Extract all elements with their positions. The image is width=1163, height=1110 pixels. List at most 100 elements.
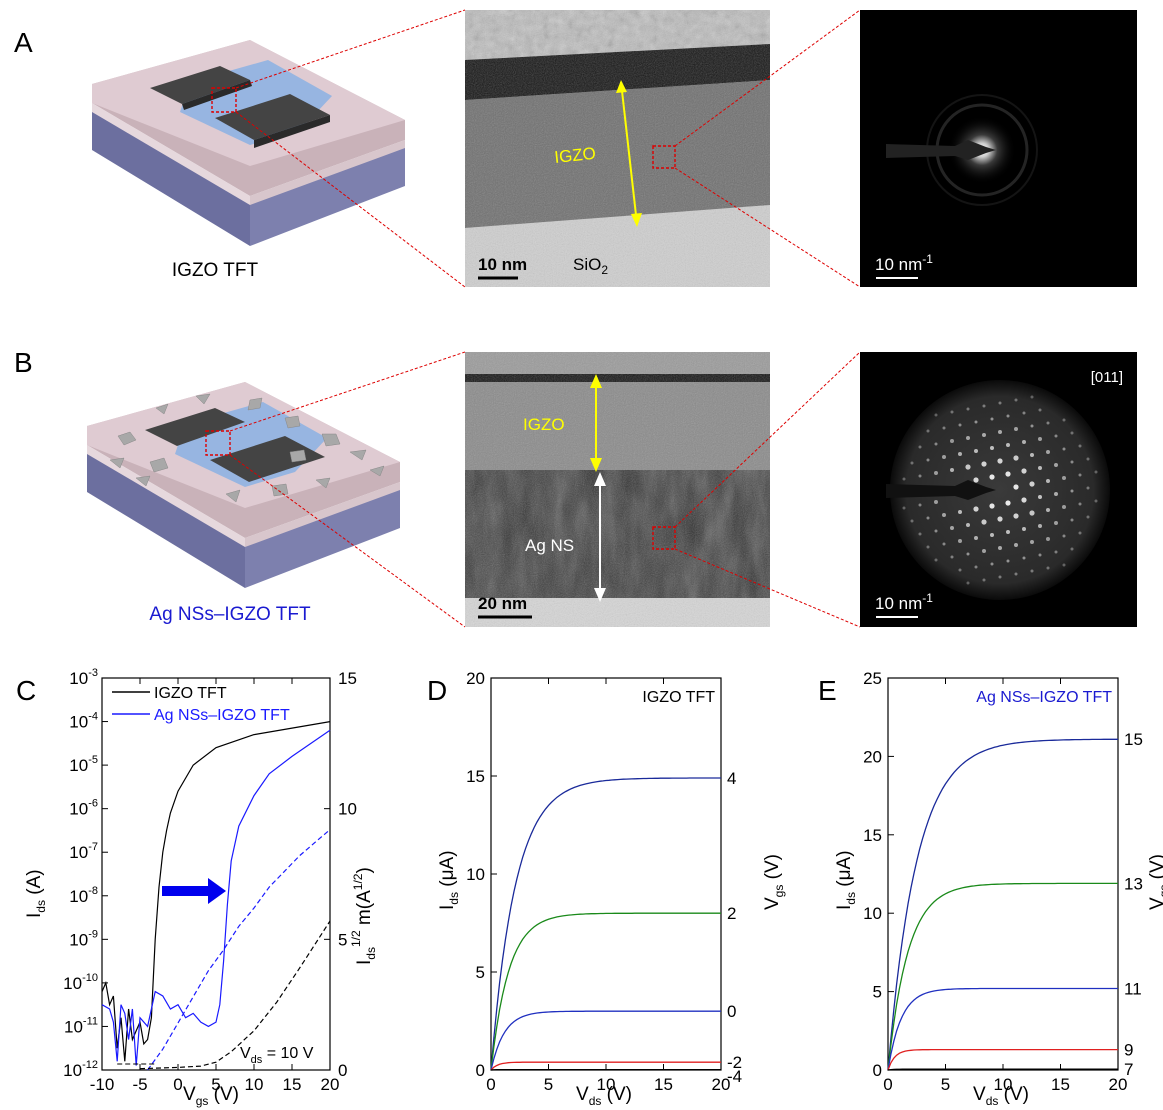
- diffraction-spot: [1070, 460, 1074, 464]
- curve-vgs-label: -2: [727, 1053, 742, 1072]
- diffraction-spot: [934, 442, 938, 446]
- y-tick-label: 5: [476, 963, 485, 982]
- x-tick-label: 20: [1109, 1075, 1128, 1094]
- curve-vgs-label: 15: [1124, 730, 1143, 749]
- plot-frame-e: [887, 677, 1119, 1071]
- x-tick-label-c: 5: [211, 1075, 220, 1094]
- y-tick-label-left-c: 10-4: [69, 711, 98, 732]
- diffraction-spot: [1014, 398, 1018, 402]
- ag-nanostructures: [109, 393, 385, 503]
- x-tick-label: 15: [1051, 1075, 1070, 1094]
- beam-stopper-a: [886, 140, 996, 160]
- diffraction-spot: [1022, 556, 1026, 560]
- diffraction-spot: [998, 430, 1002, 434]
- diffraction-spot: [950, 439, 954, 443]
- diffraction-spot: [1038, 408, 1042, 412]
- y-axis-label-right-c: Ids1/2 m(A1/2): [349, 867, 378, 965]
- saed-scale-label-a: 10 nm-1: [875, 252, 933, 274]
- tem-scale-label-a: 10 nm: [478, 255, 527, 274]
- diffraction-spot: [1086, 457, 1090, 461]
- curve-vgs-label: 13: [1124, 874, 1143, 893]
- x-tick-label-c: 15: [283, 1075, 302, 1094]
- diffraction-spot: [974, 420, 978, 424]
- diffraction-spot: [1038, 437, 1042, 441]
- diffraction-spot: [1094, 470, 1098, 474]
- diffraction-spot: [1078, 502, 1082, 506]
- saed-image-a: [860, 10, 1137, 287]
- x-axis-label-d: Vds (V): [576, 1084, 632, 1108]
- diffraction-spot: [990, 533, 994, 537]
- diffraction-spot: [942, 513, 946, 517]
- zoom-line-a1: [235, 9, 466, 89]
- y-axis-label-right-e: Vgs (V): [1147, 854, 1163, 910]
- diffraction-spot: [973, 477, 979, 483]
- device-substrate-side: [250, 148, 405, 246]
- diffraction-spot: [966, 552, 970, 556]
- y-axis-label-right-d: Vgs (V): [762, 854, 786, 910]
- diffraction-spot: [1062, 476, 1066, 480]
- diffraction-spot: [934, 500, 938, 504]
- arrowhead-bottom-ag: [594, 588, 606, 602]
- diffraction-spot: [934, 413, 938, 417]
- curve-vgs-label: 2: [727, 904, 736, 923]
- y-tick-label: 10: [466, 865, 485, 884]
- diffraction-spot: [918, 474, 922, 478]
- diffraction-spot: [1038, 524, 1042, 528]
- diffraction-spot: [1005, 500, 1011, 506]
- x-axis-label-e: Vds (V): [973, 1084, 1029, 1108]
- device-substrate-side-b: [245, 490, 400, 588]
- diffraction-spot: [1094, 499, 1098, 503]
- x-tick-label: 0: [486, 1075, 495, 1094]
- diffraction-spot: [1078, 444, 1082, 448]
- series-line-c-3: [139, 920, 331, 1070]
- y-tick-label-right-c: 5: [338, 930, 347, 949]
- diffraction-spot: [997, 458, 1003, 464]
- y-tick-label-left-c: 10-11: [64, 1015, 98, 1036]
- y-tick-label-left-c: 10-6: [69, 798, 98, 819]
- diffraction-spot: [974, 565, 978, 569]
- panel-a: A IGZO TFT: [14, 9, 1137, 288]
- diffraction-spot: [1078, 473, 1082, 477]
- diffraction-spot: [989, 503, 995, 509]
- y-tick-label: 15: [466, 767, 485, 786]
- diffraction-spot: [981, 519, 987, 525]
- y-axis-label-d: Ids (μA): [437, 850, 461, 910]
- diffraction-spot: [974, 536, 978, 540]
- diffraction-spot: [918, 445, 922, 449]
- zoom-line-a2: [235, 111, 466, 288]
- x-tick-label: 5: [941, 1075, 950, 1094]
- y-tick-label: 0: [476, 1061, 485, 1080]
- diffraction-spot: [950, 468, 954, 472]
- diffraction-spot: [1046, 566, 1050, 570]
- y-tick-label-left-c: 10-7: [69, 841, 98, 862]
- panel-letter-a: A: [14, 27, 33, 58]
- y-tick-label: 20: [466, 669, 485, 688]
- diffraction-spot: [973, 506, 979, 512]
- y-tick-label: 0: [873, 1061, 882, 1080]
- curve-vgs-label: 9: [1124, 1041, 1133, 1060]
- diffraction-spot: [918, 532, 922, 536]
- diffraction-spot: [1062, 505, 1066, 509]
- output-curve: [490, 1010, 721, 1071]
- device-substrate-front: [92, 112, 250, 246]
- diffraction-spot: [982, 578, 986, 582]
- diffraction-spot: [1006, 559, 1010, 563]
- beam-stopper-b: [886, 480, 996, 500]
- diffraction-spot: [1054, 434, 1058, 438]
- arrowhead-top-a: [616, 80, 627, 93]
- curve-vgs-label: 0: [727, 1002, 736, 1021]
- chart-title-d: IGZO TFT: [642, 689, 715, 706]
- drain-electrode-b: [210, 436, 325, 482]
- zoom-line-a3: [674, 9, 861, 147]
- y-tick-label-left-c: 10-9: [69, 928, 98, 949]
- diffraction-spot: [1046, 421, 1050, 425]
- output-curve: [887, 1048, 1118, 1071]
- diffraction-spot: [910, 519, 914, 523]
- diffraction-spot: [1070, 489, 1074, 493]
- y-tick-label-right-c: 0: [338, 1061, 347, 1080]
- diffraction-spot: [1062, 563, 1066, 567]
- output-curve: [490, 912, 721, 1071]
- plot-frame-c: [101, 677, 331, 1071]
- diffraction-spot: [974, 449, 978, 453]
